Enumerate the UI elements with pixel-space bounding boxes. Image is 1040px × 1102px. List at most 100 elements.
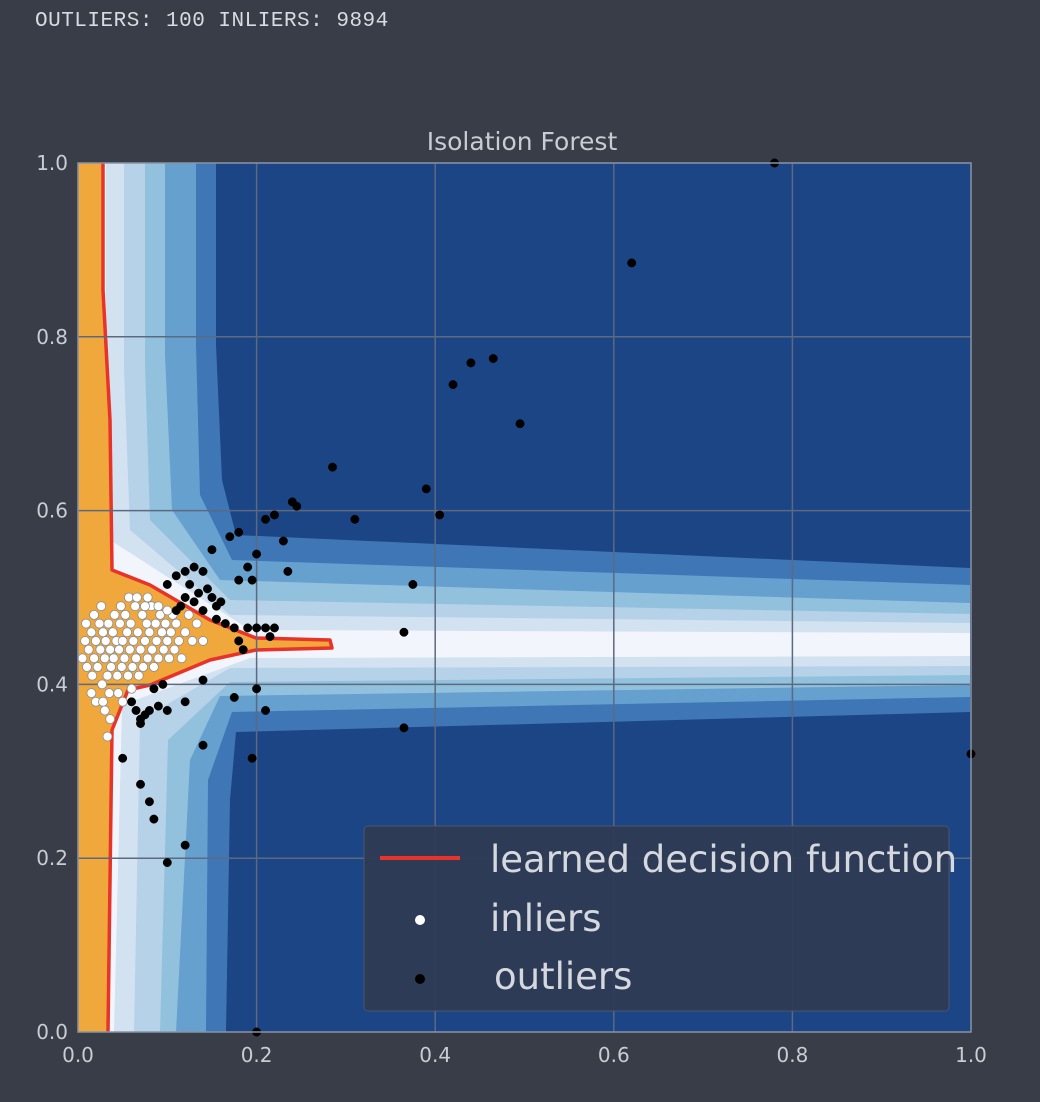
- inlier-point: [99, 653, 110, 664]
- y-axis-ticks: 0.0 0.2 0.4 0.6 0.8 1.0: [36, 151, 68, 1044]
- inlier-point: [131, 653, 141, 664]
- inlier-point: [114, 644, 124, 655]
- outlier-point: [292, 501, 302, 511]
- inlier-point: [119, 653, 130, 664]
- outlier-point: [127, 697, 137, 707]
- outlier-point: [198, 606, 208, 615]
- outlier-point: [207, 593, 217, 602]
- outlier-point: [180, 593, 190, 602]
- inlier-point: [89, 609, 99, 620]
- inlier-point: [117, 696, 128, 707]
- inlier-point: [151, 636, 162, 646]
- inlier-point: [191, 618, 202, 629]
- outlier-point: [118, 753, 128, 763]
- outlier-point: [162, 580, 172, 589]
- inlier-point: [122, 627, 133, 638]
- inlier-point: [120, 609, 131, 620]
- inlier-point: [90, 636, 101, 646]
- inlier-point: [142, 592, 153, 603]
- inlier-point: [128, 636, 139, 646]
- inlier-point: [98, 627, 108, 638]
- inlier-point: [83, 644, 94, 655]
- inlier-point: [98, 696, 108, 707]
- outlier-points: [118, 158, 976, 1037]
- outlier-point: [270, 510, 279, 520]
- inlier-point: [158, 644, 169, 655]
- outlier-point: [435, 510, 445, 520]
- inlier-point: [137, 609, 148, 620]
- inlier-point: [123, 670, 133, 681]
- outlier-point: [234, 636, 244, 646]
- outlier-point: [252, 684, 262, 694]
- inlier-point: [103, 618, 114, 629]
- inlier-point: [169, 644, 180, 655]
- outlier-point: [198, 740, 208, 750]
- inlier-point: [86, 688, 97, 698]
- inlier-point: [113, 688, 124, 698]
- outlier-point: [229, 692, 239, 702]
- inlier-point: [141, 618, 152, 629]
- outlier-point: [194, 588, 204, 598]
- outlier-point: [162, 706, 172, 715]
- outlier-point: [189, 562, 199, 572]
- inlier-point: [132, 592, 142, 603]
- inlier-point: [164, 653, 174, 664]
- x-tick-label: 0.2: [241, 1043, 273, 1067]
- inlier-point: [153, 601, 164, 612]
- outlier-point: [220, 619, 230, 629]
- inlier-point: [106, 662, 116, 672]
- inlier-point: [97, 679, 108, 690]
- outlier-point: [153, 701, 163, 711]
- outlier-point: [198, 566, 208, 576]
- outlier-point: [270, 623, 279, 633]
- outlier-point: [144, 797, 154, 807]
- inlier-point: [180, 627, 191, 638]
- outlier-point: [350, 514, 360, 524]
- legend-label-decision-function: learned decision function: [490, 838, 957, 881]
- inlier-point: [80, 636, 91, 646]
- y-tick-label: 0.6: [36, 499, 68, 523]
- inlier-point: [171, 618, 182, 629]
- inlier-point: [162, 605, 173, 616]
- outlier-point: [408, 580, 418, 589]
- outlier-point: [261, 706, 270, 715]
- outlier-point: [198, 675, 208, 685]
- inlier-point: [126, 683, 137, 694]
- inlier-point: [157, 627, 167, 638]
- inlier-point: [82, 662, 92, 672]
- legend-label-inliers: inliers: [490, 897, 602, 940]
- outlier-point: [488, 354, 498, 363]
- outlier-point: [158, 679, 168, 689]
- x-tick-label: 1.0: [955, 1043, 987, 1067]
- outlier-point: [180, 566, 190, 576]
- inlier-point: [176, 653, 187, 664]
- outlier-point: [261, 514, 270, 524]
- outlier-point: [399, 627, 409, 637]
- outlier-point: [136, 719, 145, 728]
- inlier-point: [138, 662, 149, 672]
- inlier-point: [108, 653, 119, 664]
- inlier-point: [105, 714, 116, 725]
- inlier-point: [174, 636, 184, 646]
- inlier-point: [89, 653, 99, 664]
- inlier-point: [94, 618, 105, 629]
- outlier-point: [211, 614, 221, 624]
- inlier-point: [198, 636, 208, 646]
- outlier-point: [234, 575, 244, 585]
- status-summary: OUTLIERS: 100 INLIERS: 9894: [35, 10, 389, 33]
- outlier-point: [515, 419, 525, 429]
- outlier-point: [229, 623, 239, 633]
- outlier-point: [627, 258, 637, 268]
- chart-title: Isolation Forest: [427, 127, 618, 156]
- outlier-point: [185, 580, 195, 589]
- contour-level-3: [78, 163, 970, 1032]
- y-tick-label: 1.0: [36, 151, 68, 175]
- inlier-point: [95, 644, 106, 655]
- outlier-point: [243, 623, 253, 633]
- outlier-point: [466, 358, 476, 368]
- inlier-point: [144, 627, 155, 638]
- x-tick-label: 0.0: [62, 1043, 94, 1067]
- outlier-point: [207, 545, 217, 555]
- inlier-point: [142, 653, 153, 664]
